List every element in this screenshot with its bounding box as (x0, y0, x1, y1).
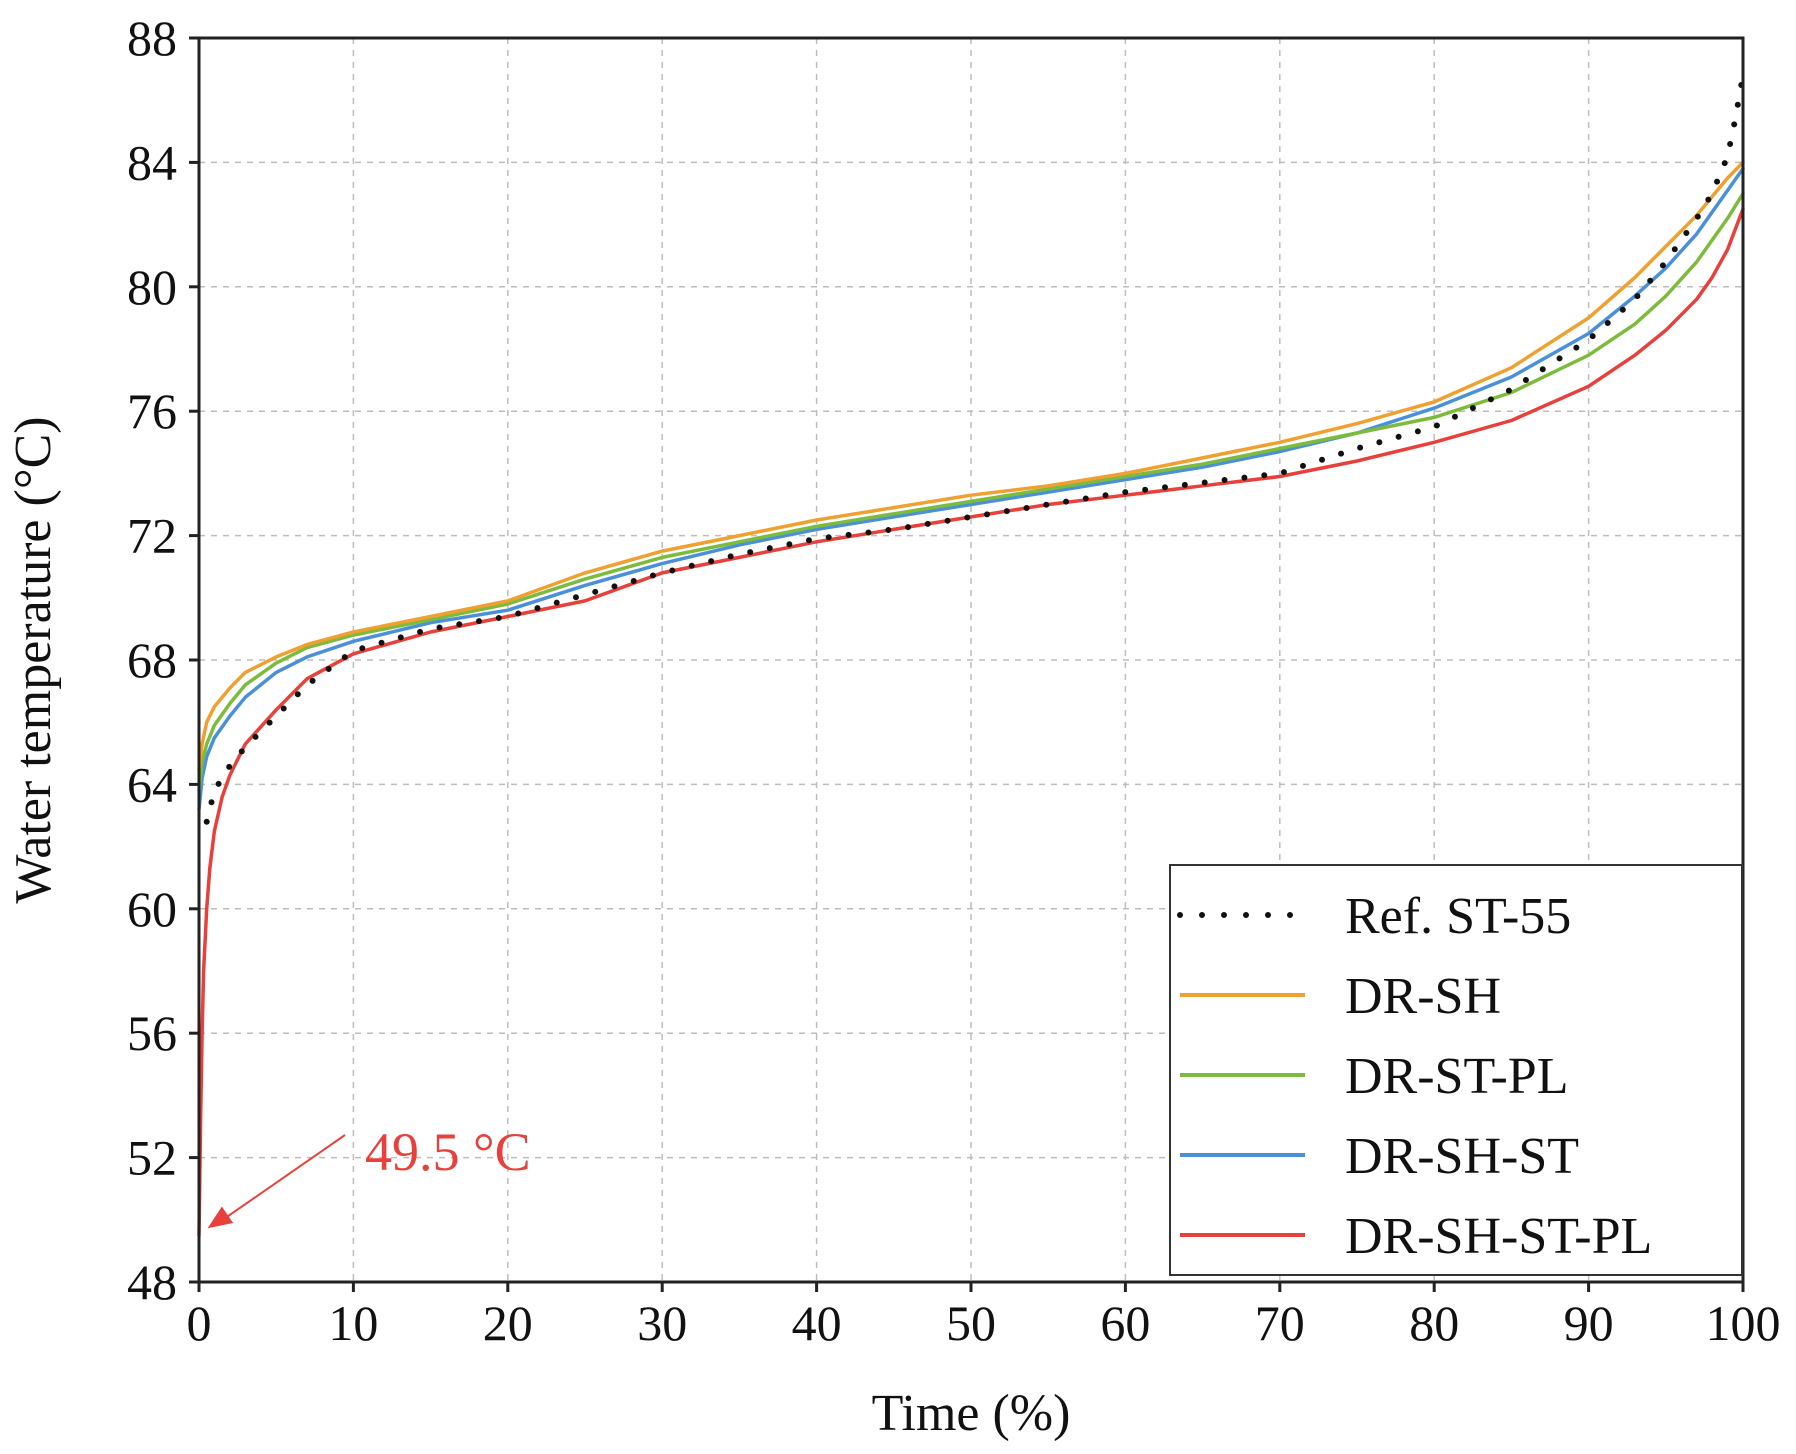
legend-item: Ref. ST-55 (1177, 888, 1571, 945)
legend-item: DR-SH-ST-PL (1180, 1208, 1652, 1265)
x-axis-title: Time (%) (872, 1385, 1071, 1442)
y-axis-title: Water temperature (°C) (5, 416, 62, 903)
series-line-dr-sh-st-pl (197, 207, 1745, 1238)
x-tick-label: 30 (637, 1295, 687, 1351)
x-tick-label: 40 (792, 1295, 842, 1351)
x-tick-label: 60 (1100, 1295, 1150, 1351)
legend-item: DR-ST-PL (1180, 1048, 1568, 1105)
y-tick-label: 72 (127, 508, 177, 564)
x-tick-label: 10 (328, 1295, 378, 1351)
y-tick-label: 68 (127, 632, 177, 688)
y-tick-label: 60 (127, 881, 177, 937)
series-line-dr-st-pl (197, 191, 1745, 793)
series-line-dr-sh (197, 160, 1745, 771)
annotation-arrowhead (207, 1206, 234, 1229)
legend-item: DR-SH (1180, 968, 1501, 1025)
y-tick-label: 56 (127, 1005, 177, 1061)
legend-items: Ref. ST-55 DR-SH DR-ST-PL DR-SH-ST DR-SH-ST-… (1177, 888, 1652, 1265)
series-lines (197, 72, 1746, 1238)
x-tick-label: 80 (1409, 1295, 1459, 1351)
legend-label: DR-ST-PL (1345, 1048, 1568, 1105)
y-tick-label: 76 (127, 383, 177, 439)
legend-label: Ref. ST-55 (1345, 888, 1571, 945)
series-line-ref-st-55 (203, 72, 1746, 825)
legend-label: DR-SH (1345, 968, 1501, 1025)
annotation-label: 49.5 °C (365, 1122, 531, 1182)
x-axis-ticks: 0 10 20 30 40 50 60 70 80 90 100 (187, 1282, 1781, 1351)
annotation-arrow (223, 1134, 346, 1221)
y-tick-label: 88 (127, 10, 177, 66)
x-tick-label: 100 (1706, 1295, 1781, 1351)
legend-item: DR-SH-ST (1180, 1128, 1579, 1185)
x-tick-label: 50 (946, 1295, 996, 1351)
legend-box (1169, 864, 1743, 1276)
y-axis-ticks: 48 52 56 60 64 68 72 76 80 84 88 (127, 10, 199, 1310)
y-tick-label: 52 (127, 1130, 177, 1186)
legend-label: DR-SH-ST-PL (1345, 1208, 1652, 1265)
x-tick-label: 70 (1255, 1295, 1305, 1351)
y-tick-label: 84 (127, 134, 177, 190)
annotation: 49.5 °C (207, 1122, 531, 1229)
x-tick-label: 20 (483, 1295, 533, 1351)
y-tick-label: 64 (127, 756, 177, 812)
x-tick-label: 90 (1564, 1295, 1614, 1351)
y-tick-label: 48 (127, 1254, 177, 1310)
legend-label: DR-SH-ST (1345, 1128, 1579, 1185)
y-tick-label: 80 (127, 259, 177, 315)
x-tick-label: 0 (187, 1295, 212, 1351)
legend: Ref. ST-55 DR-SH DR-ST-PL DR-SH-ST DR-SH-ST-… (1169, 864, 1743, 1276)
